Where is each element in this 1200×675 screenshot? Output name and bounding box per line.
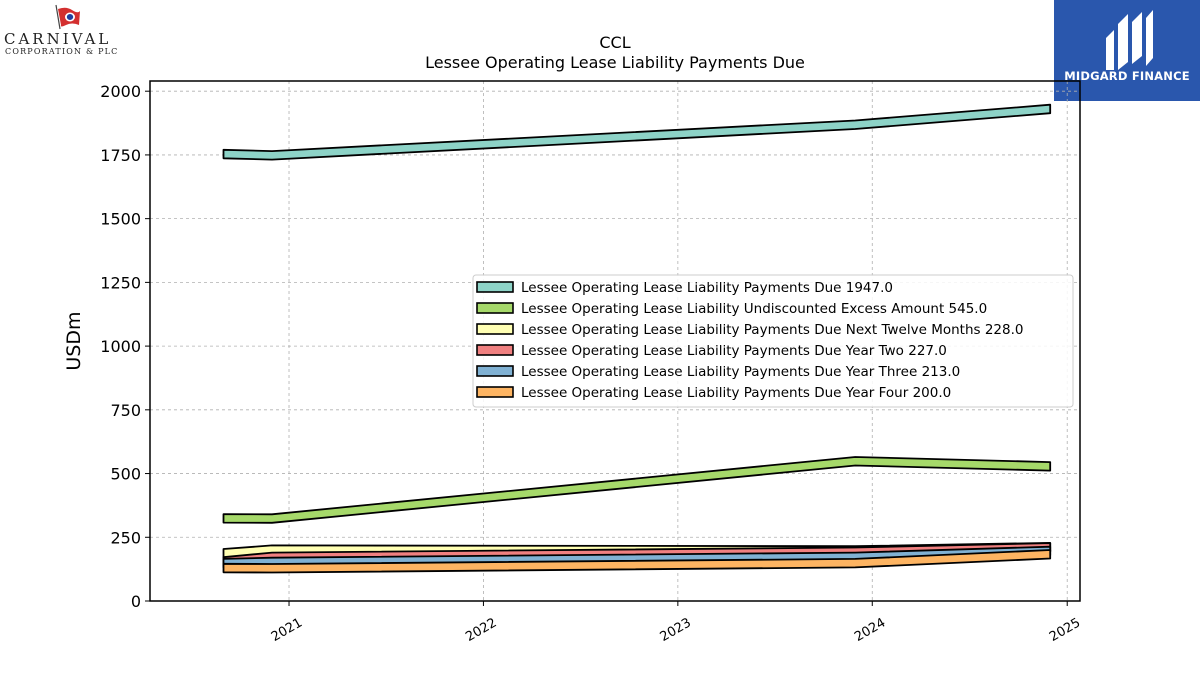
- y-tick-label: 1250: [100, 273, 141, 292]
- legend-label: Lessee Operating Lease Liability Payment…: [521, 322, 1023, 338]
- legend-swatch: [476, 386, 514, 398]
- legend-swatch: [476, 281, 514, 293]
- chart-title: CCL: [599, 33, 630, 52]
- legend-label: Lessee Operating Lease Liability Payment…: [521, 385, 951, 401]
- y-axis: 0 250 500 750 1000 1250 1500 1750 2000: [100, 82, 150, 611]
- x-tick-label: 2023: [658, 615, 694, 645]
- y-axis-label: USDm: [63, 311, 85, 370]
- legend-frame: [472, 274, 1074, 408]
- flag-icon: [55, 4, 80, 30]
- legend-label: Lessee Operating Lease Liability Payment…: [521, 364, 960, 380]
- legend-label: Lessee Operating Lease Liability Undisco…: [521, 301, 987, 317]
- midgard-finance-logo: MIDGARD FINANCE: [1054, 0, 1200, 101]
- legend-swatch: [476, 344, 514, 356]
- y-tick-label: 1500: [100, 210, 141, 229]
- y-tick-label: 0: [131, 592, 141, 611]
- series-area: [222, 103, 1052, 161]
- y-tick-label: 1750: [100, 146, 141, 165]
- company-name: CARNIVAL: [4, 30, 112, 48]
- carnival-logo: CARNIVAL CORPORATION & PLC: [0, 0, 140, 60]
- y-tick-label: 750: [110, 401, 141, 420]
- legend-swatch: [476, 365, 514, 377]
- legend-label: Lessee Operating Lease Liability Payment…: [521, 280, 893, 296]
- plot-frame: [149, 80, 1081, 602]
- x-tick-label: 2022: [463, 615, 499, 645]
- legend-label: Lessee Operating Lease Liability Payment…: [521, 343, 947, 359]
- partner-name: MIDGARD FINANCE: [1064, 69, 1190, 83]
- legend-swatch: [476, 302, 514, 314]
- y-tick-label: 500: [110, 465, 141, 484]
- legend: Lessee Operating Lease Liability Payment…: [472, 274, 1074, 408]
- y-tick-label: 250: [110, 528, 141, 547]
- x-tick-label: 2025: [1047, 615, 1083, 645]
- company-subtitle: CORPORATION & PLC: [5, 47, 119, 56]
- chart-subtitle: Lessee Operating Lease Liability Payment…: [425, 53, 805, 72]
- legend-swatch: [476, 323, 514, 335]
- x-axis: 2021 2022 2023 2024 2025: [269, 601, 1083, 645]
- y-tick-label: 2000: [100, 82, 141, 101]
- midgard-m-icon: [1106, 10, 1153, 70]
- x-tick-label: 2021: [269, 615, 305, 645]
- x-tick-label: 2024: [852, 615, 888, 645]
- series-area: [222, 456, 1052, 524]
- series-area: [222, 549, 1052, 574]
- plot-areas: [222, 103, 1052, 574]
- y-tick-label: 1000: [100, 337, 141, 356]
